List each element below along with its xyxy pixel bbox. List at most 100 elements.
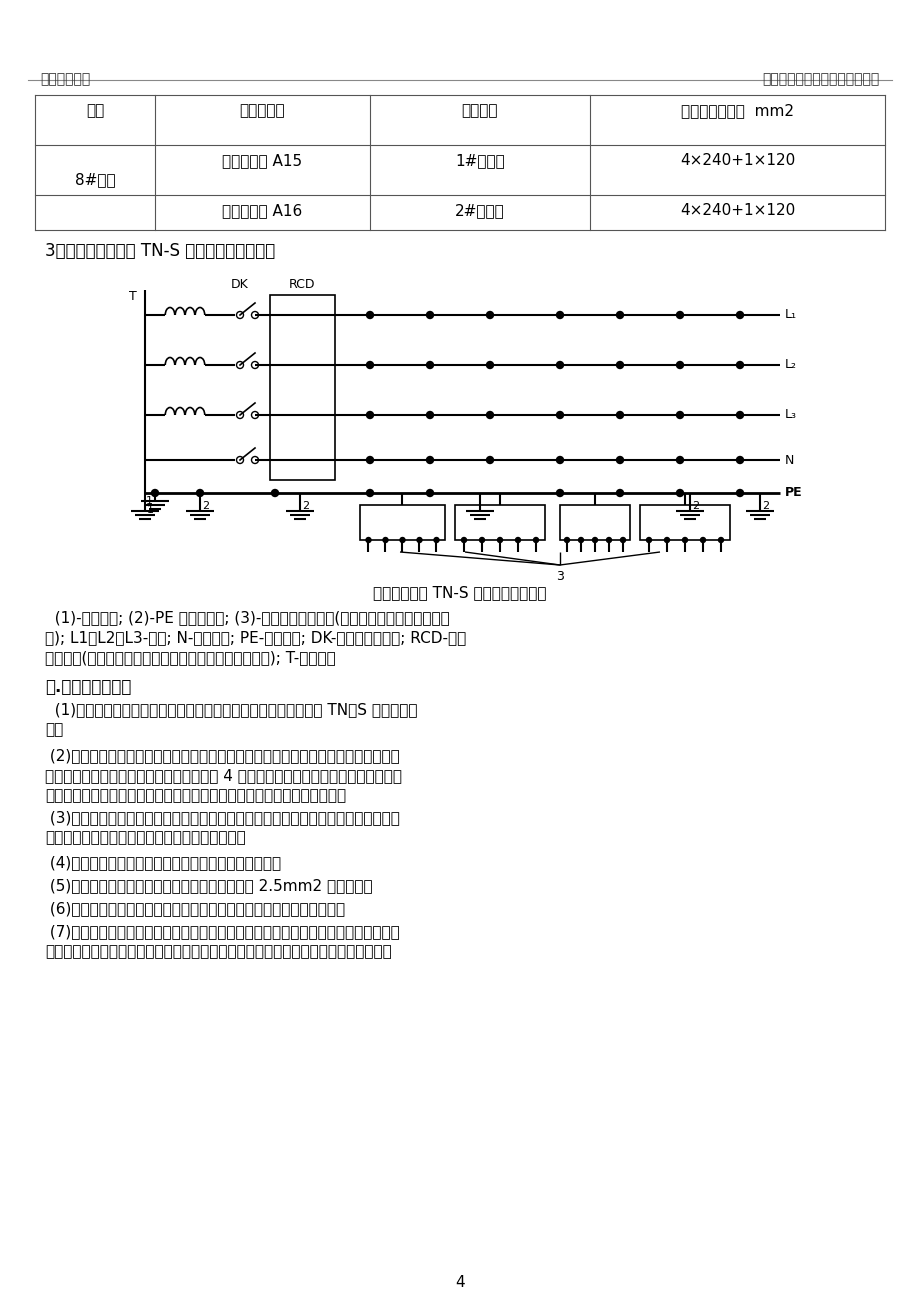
Circle shape [486,457,493,464]
Text: 湘潭万达广场: 湘潭万达广场 [40,72,90,86]
Circle shape [616,362,623,368]
Text: (1)-工作接地; (2)-PE 线重复接地; (3)-电气设备金属外壳(正常不带电的外露可导电部: (1)-工作接地; (2)-PE 线重复接地; (3)-电气设备金属外壳(正常不… [45,611,449,625]
Circle shape [556,490,562,496]
Circle shape [736,490,743,496]
Circle shape [592,538,596,543]
Circle shape [486,311,493,319]
Text: 四.接地与防雷措施: 四.接地与防雷措施 [45,678,131,697]
Text: (1)在施工现场专用的中性点、直接接地的电力线路中，必须采用 TN－S 接零保护系: (1)在施工现场专用的中性点、直接接地的电力线路中，必须采用 TN－S 接零保护… [45,702,417,717]
Text: 一级配电柜 A16: 一级配电柜 A16 [222,203,302,217]
Text: 供电区域: 供电区域 [461,103,498,118]
Circle shape [366,490,373,496]
Text: (2)作防雷接地的电气设备，必须同时作重复接地。同一台电气设备的重复接地与防雷: (2)作防雷接地的电气设备，必须同时作重复接地。同一台电气设备的重复接地与防雷 [45,749,400,763]
Circle shape [461,538,466,543]
Circle shape [736,411,743,418]
Text: L₃: L₃ [784,409,796,422]
Circle shape [736,311,743,319]
Circle shape [479,538,484,543]
Text: 1: 1 [147,505,153,516]
Circle shape [616,311,623,319]
Text: (6)保护零线的统一标志为绿／黄双色。在任何情况下不准作为负荷线。: (6)保护零线的统一标志为绿／黄双色。在任何情况下不准作为负荷线。 [45,901,345,917]
Text: L₁: L₁ [784,309,796,322]
Circle shape [736,457,743,464]
Circle shape [486,411,493,418]
Circle shape [271,490,278,496]
Text: 箱变: 箱变 [85,103,104,118]
Text: 变压器供电时 TN-S 接零保护系统示意: 变压器供电时 TN-S 接零保护系统示意 [373,585,546,600]
Circle shape [416,538,422,543]
Circle shape [533,538,538,543]
Bar [359,505,445,540]
Circle shape [616,490,623,496]
Text: 2#住宅楼: 2#住宅楼 [455,203,505,217]
Text: 一级配电柜: 一级配电柜 [240,103,285,118]
Text: (7)在总配电箱、分配电箱、塔吊、电梯等处设置重复接地和防雷接地。重复接地在安: (7)在总配电箱、分配电箱、塔吊、电梯等处设置重复接地和防雷接地。重复接地在安 [45,924,400,939]
Circle shape [616,457,623,464]
Circle shape [497,538,502,543]
Text: 1#住宅楼: 1#住宅楼 [455,154,505,168]
Circle shape [152,490,158,496]
Circle shape [515,538,520,543]
Text: 2: 2 [691,501,698,510]
Circle shape [486,362,493,368]
Bar [455,505,544,540]
Circle shape [556,457,562,464]
Text: 4×240+1×120: 4×240+1×120 [679,203,794,217]
Text: (5)与电气设备相连接的保护零线应为截面不小于 2.5mm2 多股铜线。: (5)与电气设备相连接的保护零线应为截面不小于 2.5mm2 多股铜线。 [45,878,372,893]
Text: 利用自然接地体接地。但应保证电气连接，并检验自然接地体的热稳定性。: 利用自然接地体接地。但应保证电气连接，并检验自然接地体的热稳定性。 [45,788,346,803]
Bar [269,296,335,480]
Circle shape [382,538,388,543]
Circle shape [366,311,373,319]
Text: 一级配电柜 A15: 一级配电柜 A15 [222,154,302,168]
Circle shape [197,490,203,496]
Text: 接地可使用同一接地体，接地电阻应不大于 4 欧姆。施工现场的电气设备和避雷装置可: 接地可使用同一接地体，接地电阻应不大于 4 欧姆。施工现场的电气设备和避雷装置可 [45,768,402,783]
Circle shape [675,311,683,319]
Text: L₂: L₂ [784,358,796,371]
Circle shape [426,411,433,418]
Text: 3: 3 [555,570,563,583]
Circle shape [699,538,705,543]
Text: (3)在只允许做保护接地的系统中，因条件限制接地有困难时，应设置操作和维修电气: (3)在只允许做保护接地的系统中，因条件限制接地有困难时，应设置操作和维修电气 [45,810,400,825]
Text: RCD: RCD [289,279,315,292]
Text: DK: DK [231,279,249,292]
Circle shape [426,362,433,368]
Circle shape [426,490,433,496]
Circle shape [366,411,373,418]
Circle shape [664,538,669,543]
Circle shape [578,538,583,543]
Circle shape [366,538,370,543]
Circle shape [675,457,683,464]
Circle shape [675,490,683,496]
Text: 4: 4 [455,1275,464,1290]
Circle shape [736,362,743,368]
Circle shape [606,538,611,543]
Text: 分); L1、L2、L3-相线; N-工作零线; PE-保护零线; DK-总电源隔离开关; RCD-总漏: 分); L1、L2、L3-相线; N-工作零线; PE-保护零线; DK-总电源… [45,630,466,644]
Circle shape [434,538,438,543]
Circle shape [366,457,373,464]
Circle shape [718,538,722,543]
Text: 电保护器(兼有短路、过载、漏电保护功能的漏电断路器); T-变压器。: 电保护器(兼有短路、过载、漏电保护功能的漏电断路器); T-变压器。 [45,650,335,665]
Text: 装、验收、测试、交付使用后，现场电工必须每月进行不少于一次的检查检测，电阻值: 装、验收、测试、交付使用后，现场电工必须每月进行不少于一次的检查检测，电阻值 [45,944,391,960]
Text: 施工现场临时用电专项施工方案: 施工现场临时用电专项施工方案 [762,72,879,86]
Circle shape [366,362,373,368]
Text: 的绝缘台，并必须使操作人员不致偶然触及外物。: 的绝缘台，并必须使操作人员不致偶然触及外物。 [45,829,245,845]
Circle shape [426,457,433,464]
Text: 统。: 统。 [45,723,63,737]
Circle shape [556,311,562,319]
Text: (4)施工现场的电力系统，严禁利用大地作相线或零线。: (4)施工现场的电力系统，严禁利用大地作相线或零线。 [45,855,281,870]
Circle shape [682,538,686,543]
Text: 1: 1 [146,496,153,506]
Bar [640,505,729,540]
Text: 4×240+1×120: 4×240+1×120 [679,154,794,168]
Text: 8#箱变: 8#箱变 [74,172,115,187]
Circle shape [646,538,651,543]
Text: 选择的电缆截面  mm2: 选择的电缆截面 mm2 [680,103,793,118]
Circle shape [675,362,683,368]
Circle shape [616,411,623,418]
Circle shape [619,538,625,543]
Text: 2: 2 [202,501,209,510]
Circle shape [556,411,562,418]
Circle shape [426,311,433,319]
Circle shape [675,411,683,418]
Circle shape [564,538,569,543]
